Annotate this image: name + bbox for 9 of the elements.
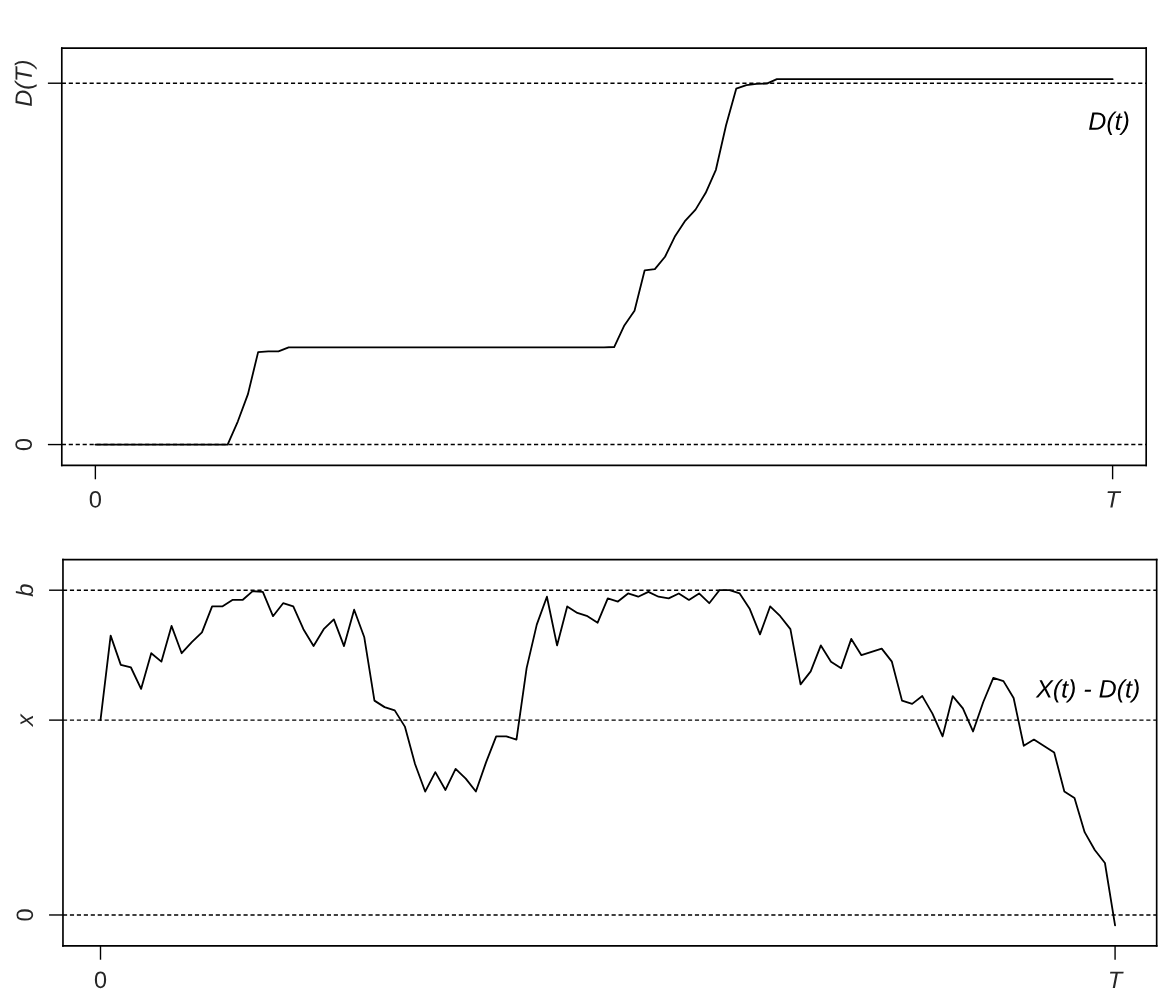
x-tick-label: T	[1109, 971, 1124, 988]
ref-line-label: x	[20, 713, 33, 727]
ref-line-label: D(T)	[14, 61, 37, 107]
ref-line-label: 0	[15, 438, 33, 451]
series-label: D(t)	[1089, 111, 1129, 135]
ref-line-label: b	[15, 584, 34, 597]
ref-line-label: 0	[16, 909, 34, 921]
x-tick-label: T	[1107, 491, 1122, 508]
series-label: X(t) - D(t)	[1035, 679, 1139, 703]
